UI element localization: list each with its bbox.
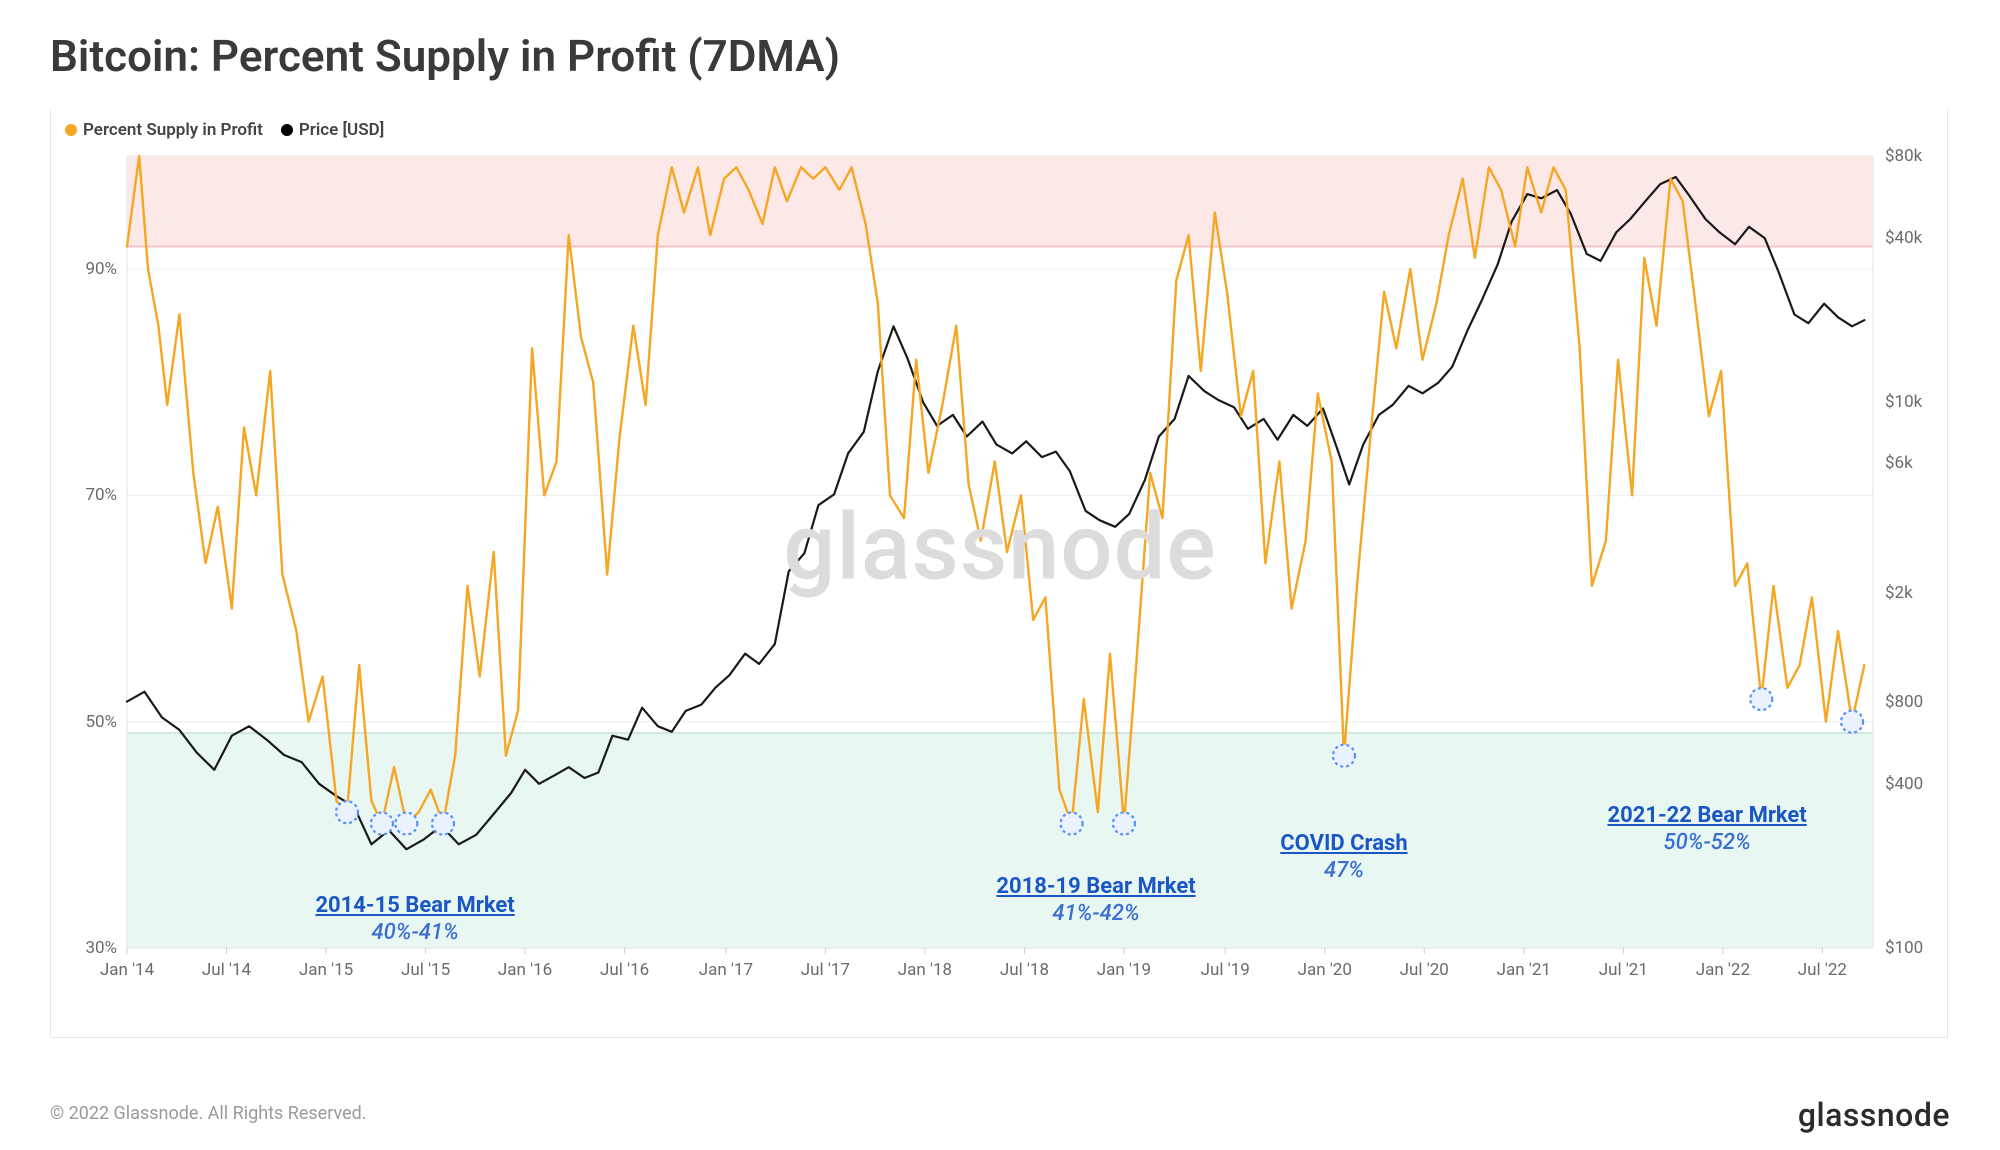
axis-tick-label: Jan '17 xyxy=(699,960,753,980)
axis-tick-label: $2k xyxy=(1885,583,1913,603)
axis-tick-label: Jul '22 xyxy=(1798,960,1847,980)
axis-tick-label: $400 xyxy=(1885,774,1923,794)
axis-tick-label: Jul '17 xyxy=(801,960,850,980)
axis-tick-label: Jan '20 xyxy=(1298,960,1352,980)
axis-tick-label: Jan '18 xyxy=(898,960,952,980)
axis-tick-label: $6k xyxy=(1885,453,1913,473)
legend-dot-supply xyxy=(65,124,77,136)
chart-title: Bitcoin: Percent Supply in Profit (7DMA) xyxy=(50,30,1950,82)
axis-tick-label: Jul '16 xyxy=(600,960,649,980)
plot-area: glassnode 30%50%70%90%$100$400$800$2k$6k… xyxy=(51,148,1949,998)
axis-tick-label: $80k xyxy=(1885,146,1922,166)
axis-tick-label: Jul '19 xyxy=(1201,960,1250,980)
axis-tick-label: 70% xyxy=(85,485,117,505)
axis-tick-label: Jul '18 xyxy=(1000,960,1049,980)
axis-tick-label: Jul '14 xyxy=(202,960,251,980)
axis-tick-label: $40k xyxy=(1885,228,1922,248)
axis-tick-label: 30% xyxy=(85,938,117,958)
legend-dot-price xyxy=(281,124,293,136)
axis-tick-label: Jan '22 xyxy=(1696,960,1750,980)
legend-label-supply: Percent Supply in Profit xyxy=(83,120,263,140)
axis-tick-label: Jul '15 xyxy=(401,960,450,980)
brand-logo: glassnode xyxy=(1798,1096,1950,1134)
legend: Percent Supply in Profit Price [USD] xyxy=(51,110,1947,140)
axis-tick-label: Jul '21 xyxy=(1599,960,1648,980)
chart-svg xyxy=(51,148,1949,998)
axis-tick-label: $100 xyxy=(1885,938,1923,958)
legend-item-price: Price [USD] xyxy=(281,120,384,140)
axis-tick-label: Jan '16 xyxy=(498,960,552,980)
axis-tick-label: $10k xyxy=(1885,392,1922,412)
axis-tick-label: Jan '14 xyxy=(100,960,154,980)
axis-tick-label: Jan '21 xyxy=(1497,960,1551,980)
axis-tick-label: 90% xyxy=(85,259,117,279)
chart-frame: Percent Supply in Profit Price [USD] gla… xyxy=(50,110,1948,1038)
axis-tick-label: Jan '19 xyxy=(1097,960,1151,980)
copyright: © 2022 Glassnode. All Rights Reserved. xyxy=(50,1103,367,1124)
axis-tick-label: $800 xyxy=(1885,692,1923,712)
axis-tick-label: Jul '20 xyxy=(1400,960,1449,980)
legend-item-supply: Percent Supply in Profit xyxy=(65,120,263,140)
legend-label-price: Price [USD] xyxy=(299,120,384,140)
axis-tick-label: 50% xyxy=(85,712,117,732)
axis-tick-label: Jan '15 xyxy=(299,960,353,980)
